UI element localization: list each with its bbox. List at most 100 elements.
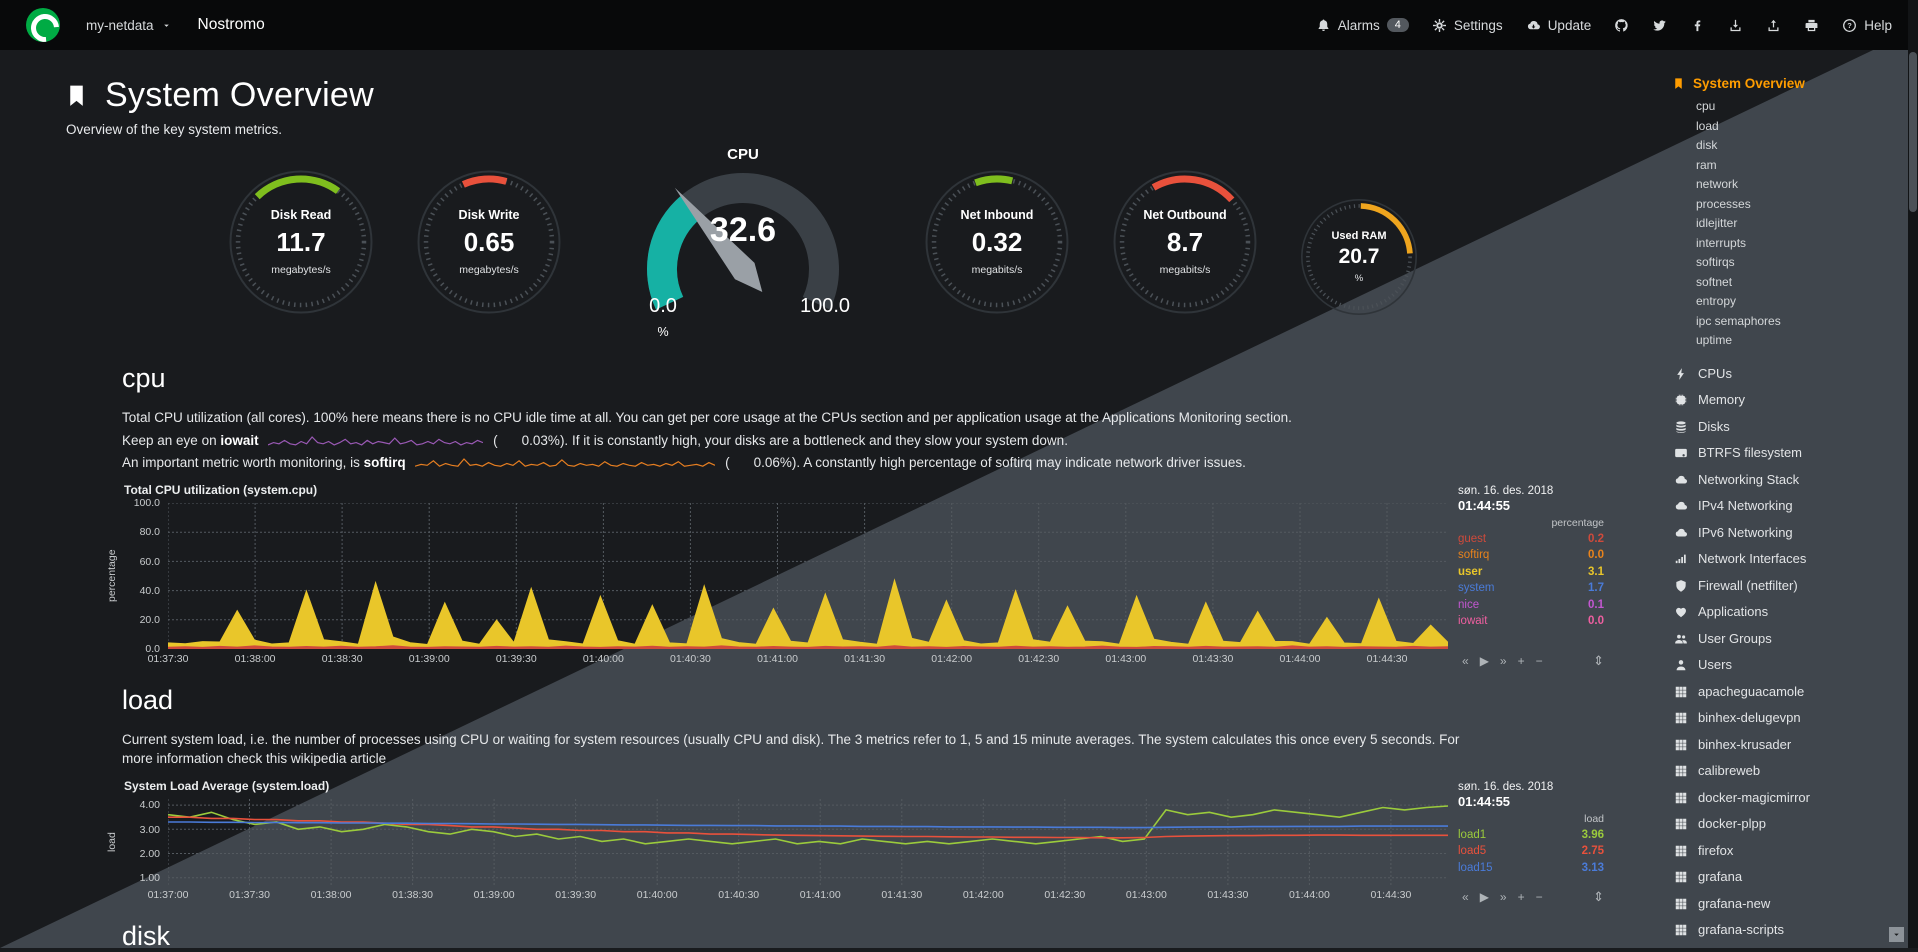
cpu-description: Total CPU utilization (all cores). 100% … [122,408,1492,473]
play-button[interactable]: ▶ [1479,653,1489,668]
sidebar-item-load[interactable]: load [1696,118,1719,133]
sidebar-item-ipc-semaphores[interactable]: ipc semaphores [1696,313,1781,328]
scrollbar-thumb[interactable] [1909,52,1917,212]
disk-read-gauge-arc [227,168,375,316]
sidebar-item-label: CPUs [1698,365,1732,381]
sidebar-item-ipv4-networking[interactable]: IPv4 Networking [1672,493,1902,520]
iowait-sparkline[interactable] [268,435,484,448]
gauge-used-ram[interactable]: Used RAM 20.7 % [1299,197,1419,317]
legend-row-load1[interactable]: load1 3.96 [1458,827,1604,844]
grid-icon [1672,870,1689,884]
alarms-button[interactable]: Alarms 4 [1316,18,1409,33]
sidebar-item-grafana-new[interactable]: grafana-new [1672,891,1902,918]
text: Keep an eye on [122,432,217,448]
chart-plot[interactable] [168,798,1448,885]
pan-left-button[interactable]: « [1462,653,1469,668]
sidebar-item-calibreweb[interactable]: calibreweb [1672,758,1902,785]
scroll-down-button[interactable] [1889,927,1904,942]
sidebar-item-binhex-delugevpn[interactable]: binhex-delugevpn [1672,705,1902,732]
sidebar-item-cpu[interactable]: cpu [1696,99,1716,113]
sidebar-item-network[interactable]: network [1696,177,1739,191]
sidebar-item-uptime[interactable]: uptime [1696,333,1733,347]
sidebar-item-network-interfaces[interactable]: Network Interfaces [1672,546,1902,573]
pan-right-button[interactable]: » [1499,653,1507,668]
sidebar-item-grafana-scripts[interactable]: grafana-scripts [1672,917,1902,944]
sidebar-item-entropy[interactable]: entropy [1696,294,1737,308]
chart-plot[interactable] [168,502,1448,649]
sidebar-item-networking-stack[interactable]: Networking Stack [1672,467,1902,494]
legend-row-load5[interactable]: load5 2.75 [1458,843,1604,860]
legend-rows: guest 0.2 softirq 0.0 user 3.1 system 1.7 nice 0.… [1458,531,1604,630]
sidebar-item-firewall-netfilter-[interactable]: Firewall (netfilter) [1672,573,1902,600]
gauge-disk-read[interactable]: Disk Read 11.7 megabytes/s [227,168,375,316]
legend-row-iowait[interactable]: iowait 0.0 [1458,613,1604,630]
settings-button[interactable]: Settings [1432,18,1503,33]
sidebar-item-docker-magicmirror[interactable]: docker-magicmirror [1672,785,1902,812]
sidebar-item-users[interactable]: Users [1672,652,1902,679]
gauge-net-inbound[interactable]: Net Inbound 0.32 megabits/s [923,168,1071,316]
pan-right-button[interactable]: » [1499,889,1507,904]
sidebar-item-firefox[interactable]: firefox [1672,838,1902,865]
my-netdata-menu[interactable]: my-netdata [86,18,172,33]
pan-left-button[interactable]: « [1462,889,1469,904]
sidebar-item-btrfs-filesystem[interactable]: BTRFS filesystem [1672,440,1902,467]
system-load-chart[interactable]: System Load Average (system.load) load 4… [104,779,1606,909]
grid-icon [1672,764,1689,778]
export-snapshot-button[interactable] [1728,18,1743,33]
import-snapshot-button[interactable] [1766,18,1781,33]
gauge-cpu[interactable]: CPU 32.6 0.0 100.0 % [603,145,883,351]
sidebar-item-applications[interactable]: Applications [1672,599,1902,626]
gauge-net-outbound[interactable]: Net Outbound 8.7 megabits/s [1111,168,1259,316]
legend-row-softirq[interactable]: softirq 0.0 [1458,547,1604,564]
sidebar-item-processes[interactable]: processes [1696,196,1751,211]
scrollbar[interactable] [1908,0,1918,948]
resize-handle[interactable]: ⇕ [1593,888,1604,904]
resize-handle[interactable]: ⇕ [1593,652,1604,668]
sidebar-item-ram[interactable]: ram [1696,157,1717,172]
sidebar-item-cpus[interactable]: CPUs [1672,361,1902,388]
sidebar-item-hddtemp[interactable]: hddtemp [1672,944,1902,949]
gauge-disk-write[interactable]: Disk Write 0.65 megabytes/s [415,168,563,316]
legend-row-guest[interactable]: guest 0.2 [1458,531,1604,548]
facebook-link[interactable] [1690,18,1705,33]
softirq-sparkline[interactable] [415,457,716,470]
sidebar-item-binhex-krusader[interactable]: binhex-krusader [1672,732,1902,759]
chip-icon [1672,393,1689,407]
sidebar-item-user-groups[interactable]: User Groups [1672,626,1902,653]
sidebar-item-label: grafana [1698,869,1743,884]
zoom-out-button[interactable]: − [1535,889,1543,904]
cpu-utilization-chart[interactable]: Total CPU utilization (system.cpu) perce… [104,483,1606,673]
sidebar-item-system-overview[interactable]: System Overview [1672,76,1902,91]
x-tick-label: 01:42:30 [1044,888,1086,901]
twitter-link[interactable] [1652,18,1667,33]
legend-row-nice[interactable]: nice 0.1 [1458,597,1604,614]
legend-row-system[interactable]: system 1.7 [1458,580,1604,597]
sidebar-item-apacheguacamole[interactable]: apacheguacamole [1672,679,1902,706]
zoom-out-button[interactable]: − [1535,653,1543,668]
netdata-logo[interactable] [26,8,60,42]
help-button[interactable]: ? Help [1842,18,1892,33]
sidebar-item-idlejitter[interactable]: idlejitter [1696,216,1738,230]
sidebar-item-grafana[interactable]: grafana [1672,864,1902,891]
sidebar-item-memory[interactable]: Memory [1672,387,1902,414]
x-tick-label: 01:37:30 [229,888,270,901]
sidebar-item-softirqs[interactable]: softirqs [1696,255,1735,269]
sidebar-item-disk[interactable]: disk [1696,138,1718,152]
used-ram-gauge-arc [1299,197,1419,317]
update-button[interactable]: Update [1526,18,1591,33]
gauges-row: Disk Read 11.7 megabytes/s Disk Write 0.… [0,145,1646,351]
legend-row-user[interactable]: user 3.1 [1458,564,1604,581]
section-heading-load: load [122,684,174,715]
zoom-in-button[interactable]: + [1517,653,1525,668]
legend-row-load15[interactable]: load15 3.13 [1458,860,1604,877]
sidebar-item-softnet[interactable]: softnet [1696,274,1733,289]
print-button[interactable] [1804,18,1819,33]
sidebar-item-interrupts[interactable]: interrupts [1696,235,1747,250]
sidebar-item-label: docker-plpp [1698,816,1766,831]
zoom-in-button[interactable]: + [1517,889,1525,904]
sidebar-item-disks[interactable]: Disks [1672,414,1902,441]
github-link[interactable] [1614,18,1629,33]
sidebar-item-ipv6-networking[interactable]: IPv6 Networking [1672,520,1902,547]
play-button[interactable]: ▶ [1479,889,1489,904]
sidebar-item-docker-plpp[interactable]: docker-plpp [1672,811,1902,838]
